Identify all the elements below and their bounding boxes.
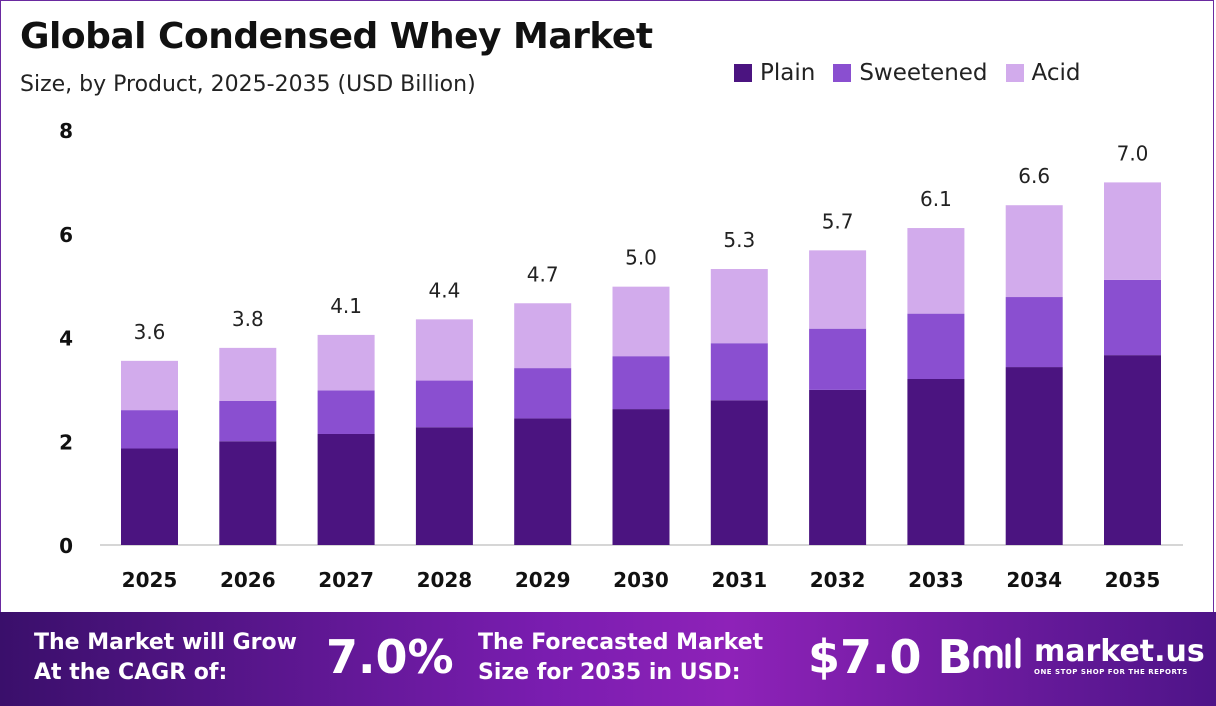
bar-segment-acid	[514, 303, 572, 369]
x-tick-label: 2032	[810, 568, 866, 592]
bar-segment-sweetened	[710, 343, 768, 401]
total-data-label: 5.7	[822, 209, 854, 233]
x-tick-label: 2026	[220, 568, 276, 592]
total-data-label: 5.0	[625, 246, 657, 270]
legend-swatch-acid	[1005, 64, 1024, 82]
total-data-label: 5.3	[723, 228, 755, 252]
total-data-label: 4.7	[527, 262, 559, 286]
bar-segment-plain	[317, 433, 375, 545]
logo-tagline: ONE STOP SHOP FOR THE REPORTS	[1034, 668, 1188, 676]
x-tick-label: 2033	[908, 568, 964, 592]
legend-item-plain: Plain	[734, 60, 815, 86]
cagr-label-line1: The Market will Grow	[34, 630, 297, 655]
bar-segment-plain	[907, 379, 965, 545]
x-tick-label: 2028	[417, 568, 473, 592]
bar-segment-sweetened	[415, 380, 473, 428]
bar-segment-acid	[415, 319, 473, 381]
legend-label-acid: Acid	[1031, 60, 1081, 86]
x-tick-label: 2035	[1105, 568, 1161, 592]
bar-segment-plain	[415, 427, 473, 545]
forecast-label-line2: Size for 2035 in USD:	[478, 660, 741, 685]
bar-segment-acid	[121, 360, 178, 411]
total-data-label: 3.6	[134, 320, 166, 344]
bar-segment-plain	[710, 400, 768, 545]
bar-segment-sweetened	[219, 400, 277, 442]
bar-segment-sweetened	[121, 410, 178, 449]
bar-segment-acid	[1005, 205, 1063, 298]
bar-segment-acid	[219, 347, 277, 401]
x-tick-label: 2030	[613, 568, 669, 592]
chart-title: Global Condensed Whey Market	[20, 16, 653, 57]
bar-segment-plain	[1005, 367, 1063, 545]
chart-legend: Plain Sweetened Acid	[734, 59, 1081, 87]
bar-segment-acid	[907, 228, 965, 314]
bar-chart: 0 2 4 6 8 3.6 2025 3.8 2026 4.1 2027 4.4 2028 4.7 2029…	[59, 119, 1183, 592]
cagr-value: 7.0%	[326, 630, 454, 684]
legend-label-plain: Plain	[760, 60, 816, 86]
legend-swatch-plain	[734, 64, 752, 82]
legend-item-acid: Acid	[1005, 60, 1081, 86]
legend-item-sweetened: Sweetened	[833, 60, 988, 86]
bar-segment-plain	[121, 448, 178, 545]
forecast-value: $7.0 B	[808, 630, 973, 684]
bar-segment-plain	[1104, 355, 1161, 545]
footer-banner: The Market will Grow At the CAGR of: 7.0…	[0, 612, 1216, 706]
cagr-label-line2: At the CAGR of:	[34, 660, 228, 685]
total-data-label: 3.8	[232, 307, 264, 331]
total-data-label: 4.4	[428, 278, 460, 302]
y-tick-label: 4	[59, 327, 73, 351]
bar-segment-sweetened	[514, 368, 572, 419]
legend-swatch-sweetened	[833, 64, 852, 82]
total-data-label: 6.6	[1018, 164, 1050, 188]
market-us-logo-icon	[973, 637, 1021, 669]
y-tick-label: 2	[59, 430, 73, 454]
x-tick-label: 2029	[515, 568, 571, 592]
bar-segment-plain	[612, 409, 670, 545]
forecast-label-line1: The Forecasted Market	[478, 630, 764, 655]
bar-segment-sweetened	[1005, 297, 1063, 368]
bar-segment-acid	[809, 250, 867, 329]
y-tick-label: 6	[59, 223, 73, 247]
bar-segment-plain	[219, 441, 277, 545]
bar-segment-acid	[710, 269, 768, 344]
bar-segment-sweetened	[612, 356, 670, 410]
bar-segment-acid	[317, 334, 375, 391]
cagr-label: The Market will Grow At the CAGR of:	[34, 628, 297, 688]
forecast-label: The Forecasted Market Size for 2035 in U…	[478, 628, 763, 688]
bar-segment-acid	[1104, 182, 1161, 280]
total-data-label: 4.1	[330, 294, 362, 318]
legend-label-sweetened: Sweetened	[859, 60, 988, 86]
market-us-logo: market.us ONE STOP SHOP FOR THE REPORTS	[972, 636, 1205, 676]
bar-segment-sweetened	[809, 328, 867, 390]
bar-segment-sweetened	[907, 313, 965, 379]
bar-segment-sweetened	[1104, 279, 1161, 356]
x-tick-label: 2031	[711, 568, 767, 592]
x-tick-label: 2027	[318, 568, 374, 592]
total-data-label: 7.0	[1117, 141, 1149, 165]
bar-segment-plain	[809, 389, 867, 545]
bar-segment-sweetened	[317, 390, 375, 434]
y-tick-label: 0	[59, 534, 73, 558]
y-tick-label: 8	[59, 119, 73, 143]
bar-segment-acid	[612, 286, 670, 357]
total-data-label: 6.1	[920, 187, 952, 211]
x-tick-label: 2034	[1006, 568, 1062, 592]
bar-segment-plain	[514, 418, 572, 545]
x-tick-label: 2025	[122, 568, 178, 592]
chart-subtitle: Size, by Product, 2025-2035 (USD Billion…	[20, 72, 476, 97]
logo-name: market.us	[1034, 634, 1205, 669]
